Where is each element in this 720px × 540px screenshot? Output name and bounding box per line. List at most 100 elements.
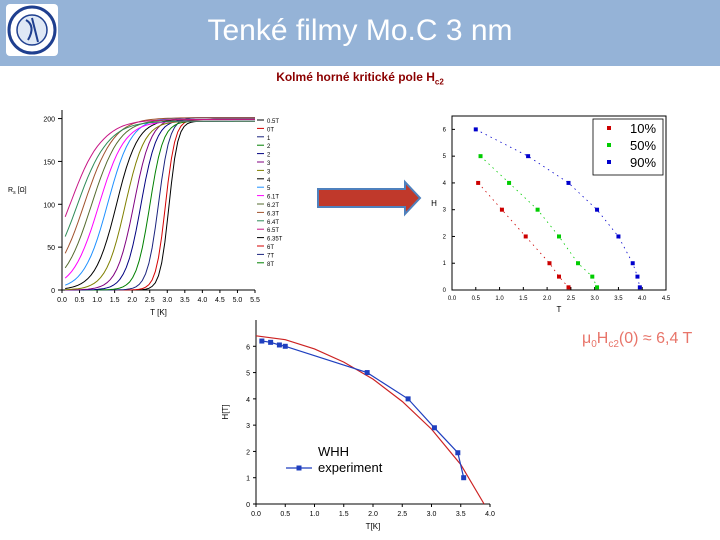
data-point — [566, 180, 571, 185]
y-tick-label: 5 — [246, 371, 250, 378]
x-tick-label: 0.5 — [75, 297, 85, 304]
whh-curve — [255, 335, 485, 505]
experiment-line — [261, 340, 465, 478]
data-point — [259, 338, 265, 344]
resistance-curve — [65, 118, 255, 289]
legend-swatch — [607, 160, 611, 164]
y-tick-label: 100 — [43, 202, 55, 209]
legend-marker — [296, 465, 302, 471]
data-point — [566, 285, 571, 290]
legend-label: 6T — [267, 245, 274, 251]
x-axis-label: T — [557, 305, 562, 314]
annotation-value: (0) ≈ 6,4 T — [618, 330, 693, 347]
data-point — [507, 180, 512, 185]
y-axis-label: H[T] — [221, 404, 230, 419]
data-point — [576, 261, 581, 266]
data-point — [547, 261, 552, 266]
subtitle-text: Kolmé horné kritické pole H — [276, 70, 435, 84]
legend-label: 50% — [630, 138, 656, 153]
resistance-curve — [65, 120, 255, 291]
data-point — [476, 180, 481, 185]
y-tick-label: 0 — [443, 288, 447, 294]
x-tick-label: 4.0 — [197, 297, 207, 304]
legend-label: 6.4T — [267, 220, 279, 226]
legend-label: experiment — [318, 460, 383, 475]
resistance-curve — [65, 117, 255, 291]
x-tick-label: 3.0 — [162, 297, 172, 304]
legend-label: 6.3T — [267, 211, 279, 217]
legend-label: 2 — [267, 144, 271, 150]
slide-subtitle: Kolmé horné kritické pole Hc2 — [170, 70, 550, 86]
resistance-curve — [64, 120, 255, 237]
x-tick-label: 3.5 — [180, 297, 190, 304]
slide-title: Tenké filmy Mo.C 3 nm — [207, 14, 513, 47]
resistance-curve — [65, 117, 255, 291]
x-tick-label: 4.5 — [215, 297, 225, 304]
legend-label: 4 — [267, 178, 271, 184]
y-tick-label: 0 — [246, 502, 250, 509]
y-tick-label: 5 — [443, 154, 447, 160]
data-point — [364, 370, 370, 376]
data-point — [461, 475, 467, 481]
legend-label: 90% — [630, 155, 656, 170]
data-point — [268, 339, 274, 345]
legend-label: 6.2T — [267, 203, 279, 209]
whh-fit-chart: 0.0 0.5 1.0 1.5 2.0 2.5 3.0 3.5 4.0 0 1 2 3 4 5 6 T[K] H[… — [221, 320, 495, 531]
x-tick-label: 2.5 — [145, 297, 155, 304]
x-tick-label: 1.5 — [519, 296, 528, 302]
data-point — [405, 396, 411, 402]
y-axis-label: H — [431, 199, 437, 208]
annotation-sub-c2: c2 — [608, 339, 619, 351]
legend-label: 8T — [267, 262, 274, 268]
x-tick-label: 1.5 — [110, 297, 120, 304]
trend-line — [477, 182, 569, 288]
x-tick-label: 0.5 — [472, 296, 481, 302]
data-point — [557, 274, 561, 279]
x-tick-label: 4.0 — [638, 296, 647, 302]
x-axis-label: T [K] — [150, 308, 167, 317]
data-point — [590, 274, 595, 279]
plot-frame — [451, 115, 667, 291]
data-point — [557, 234, 561, 239]
legend-label: 7T — [267, 253, 274, 259]
data-point — [523, 234, 528, 239]
data-point — [282, 343, 288, 349]
field-vs-temperature-chart: 0.0 0.5 1.0 1.5 2.0 2.5 3.0 3.5 4.0 4.5 0 1 2 3 4 5 6 T H 1… — [431, 115, 671, 314]
logo-seal-icon — [7, 5, 57, 55]
data-point — [616, 234, 621, 239]
legend-swatch — [607, 126, 611, 130]
x-tick-label: 1.0 — [495, 296, 504, 302]
annotation-sub0: 0 — [591, 339, 597, 351]
data-point — [478, 154, 483, 159]
y-tick-label: 50 — [47, 245, 55, 252]
x-tick-label: 2.0 — [127, 297, 137, 304]
x-tick-label: 2.0 — [368, 511, 378, 518]
arrow-shape — [317, 179, 422, 217]
x-tick-label: 2.5 — [567, 296, 576, 302]
legend-label: 10% — [630, 121, 656, 136]
y-tick-label: 3 — [443, 208, 447, 214]
x-tick-label: 0.0 — [448, 296, 457, 302]
x-tick-label: 2.0 — [543, 296, 552, 302]
legend-label: 6.5T — [267, 228, 279, 234]
y-tick-label: 3 — [246, 423, 250, 430]
resistance-curve — [64, 117, 255, 254]
legend-label: 6.1T — [267, 195, 279, 201]
data-point — [276, 342, 282, 348]
legend-label: 1 — [267, 136, 271, 142]
x-tick-label: 1.5 — [339, 511, 349, 518]
data-point — [595, 207, 600, 212]
data-point — [637, 285, 642, 290]
x-tick-label: 5.5 — [250, 297, 260, 304]
subtitle-subscript: c2 — [434, 77, 444, 87]
legend-label: 0.5T — [267, 119, 279, 125]
legend-label: 5 — [267, 186, 271, 192]
resistance-curve — [64, 118, 255, 217]
y-tick-label: 1 — [246, 476, 250, 483]
x-axis-label: T[K] — [366, 522, 381, 531]
resistance-curve — [65, 118, 255, 291]
y-tick-label: 2 — [443, 234, 447, 240]
x-tick-label: 3.0 — [590, 296, 599, 302]
x-tick-label: 1.0 — [92, 297, 102, 304]
